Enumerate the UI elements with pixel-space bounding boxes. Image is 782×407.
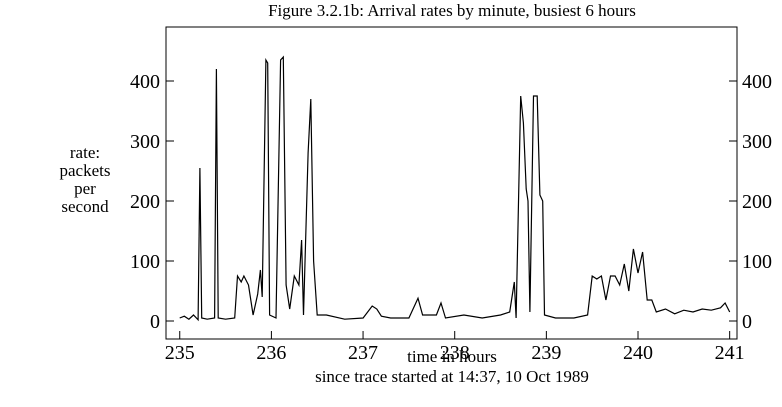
y-tick-label: 100 bbox=[130, 251, 160, 273]
y2-tick-label: 300 bbox=[742, 131, 772, 153]
x-tick-label: 236 bbox=[256, 342, 286, 364]
y2-tick-label: 400 bbox=[742, 71, 772, 93]
x-axis-sublabel: since trace started at 14:37, 10 Oct 198… bbox=[315, 367, 589, 386]
y-axis-label: rate: bbox=[70, 143, 100, 162]
x-tick-label: 241 bbox=[715, 342, 745, 364]
y-tick-label: 200 bbox=[130, 191, 160, 213]
y-tick-label: 0 bbox=[150, 311, 160, 333]
y2-tick-label: 0 bbox=[742, 311, 752, 333]
plot-frame bbox=[165, 26, 738, 340]
chart-title: Figure 3.2.1b: Arrival rates by minute, … bbox=[268, 1, 636, 20]
y-tick-label: 400 bbox=[130, 71, 160, 93]
x-tick-label: 239 bbox=[531, 342, 561, 364]
y-tick-label: 300 bbox=[130, 131, 160, 153]
y-axis-label: second bbox=[61, 197, 109, 216]
y2-tick-label: 200 bbox=[742, 191, 772, 213]
x-tick-label: 240 bbox=[623, 342, 653, 364]
y-axis-label: packets bbox=[60, 161, 111, 180]
x-tick-label: 238 bbox=[440, 342, 470, 364]
x-tick-label: 237 bbox=[348, 342, 378, 364]
data-line bbox=[179, 55, 731, 322]
y-axis-label: per bbox=[74, 179, 96, 198]
y2-tick-label: 100 bbox=[742, 251, 772, 273]
x-axis-label: time in hours bbox=[407, 347, 497, 366]
x-tick-label: 235 bbox=[165, 342, 195, 364]
